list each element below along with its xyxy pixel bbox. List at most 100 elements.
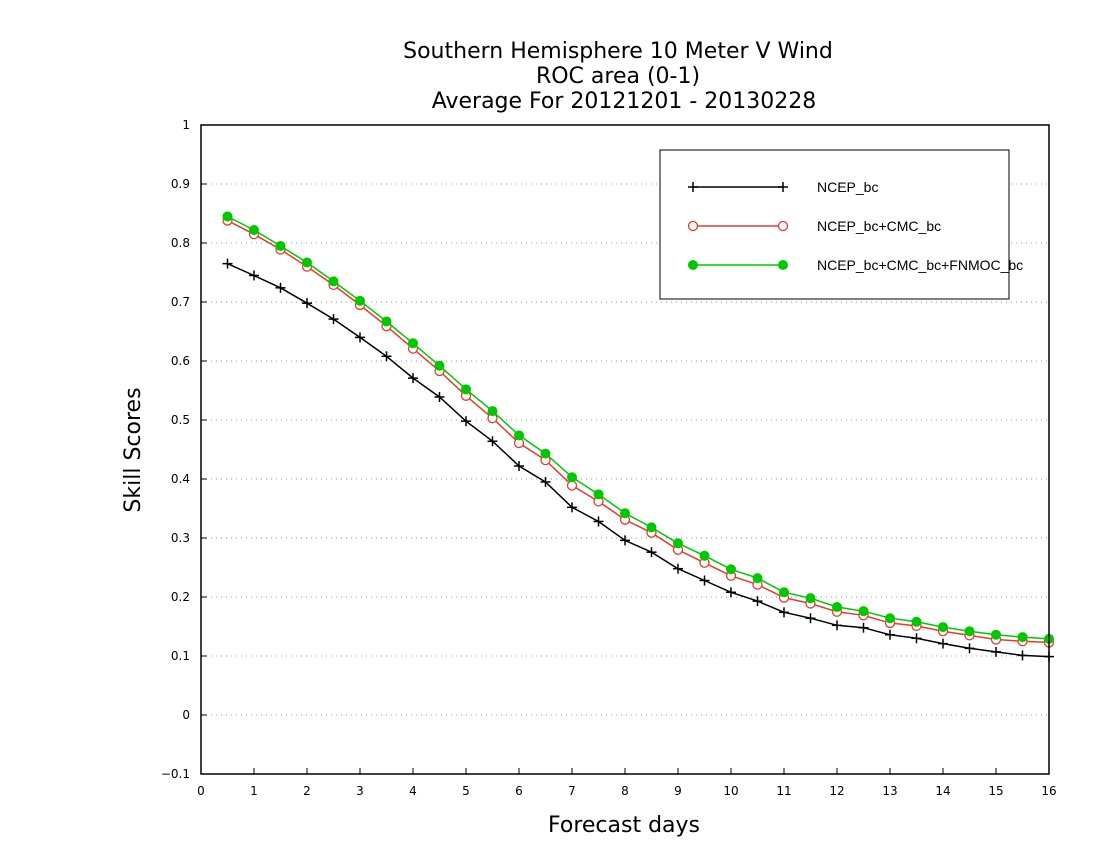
legend-label: NCEP_bc+CMC_bc+FNMOC_bc [817, 257, 1023, 273]
data-point [858, 622, 869, 633]
data-point [249, 225, 259, 236]
data-point [885, 629, 895, 640]
data-point [832, 602, 842, 613]
x-tick-label: 7 [568, 784, 576, 798]
data-point [408, 373, 418, 384]
data-point [355, 332, 365, 343]
data-point [355, 295, 365, 306]
data-point [434, 360, 445, 371]
x-axis-label: Forecast days [548, 813, 700, 838]
legend-marker [778, 260, 788, 270]
y-tick-label: 0.7 [171, 295, 190, 309]
x-tick-label: 10 [723, 784, 738, 798]
data-point [461, 384, 471, 395]
x-tick-label: 11 [776, 784, 791, 798]
data-point [249, 270, 259, 281]
data-point [540, 448, 551, 459]
y-tick-label: −0.1 [161, 767, 190, 781]
data-point [620, 508, 630, 519]
data-point [593, 489, 604, 500]
data-point [752, 596, 763, 607]
data-point [673, 538, 683, 549]
data-point [567, 472, 577, 483]
y-tick-label: 0.3 [171, 531, 190, 545]
series-1 [222, 258, 1054, 662]
data-point [514, 430, 524, 441]
data-point [381, 316, 392, 327]
chart-title-line-2: ROC area (0-1) [536, 64, 700, 89]
data-point [461, 416, 471, 427]
x-tick-label: 9 [674, 784, 682, 798]
x-tick-label: 4 [409, 784, 417, 798]
x-tick-label: 1 [250, 784, 258, 798]
chart-title-line-1: Southern Hemisphere 10 Meter V Wind [403, 39, 833, 64]
data-point [275, 282, 286, 293]
x-tick-label: 14 [935, 784, 950, 798]
data-point [832, 620, 842, 631]
data-point [938, 622, 948, 633]
y-tick-label: 1 [182, 118, 190, 132]
data-point [566, 480, 578, 491]
legend-marker [777, 220, 789, 232]
data-point [222, 211, 233, 222]
data-point [302, 298, 312, 309]
ticks: −0.100.10.20.30.40.50.60.70.80.910 1 2 3 4 5 6… [161, 118, 1057, 798]
legend-marker [688, 182, 698, 192]
data-point [328, 314, 339, 325]
data-point [514, 461, 524, 472]
x-tick-label: 6 [515, 784, 523, 798]
y-tick-label: 0.2 [171, 590, 190, 604]
data-point [805, 593, 816, 604]
data-point [779, 607, 789, 618]
data-point [620, 535, 630, 546]
data-point [911, 616, 922, 627]
x-tick-label: 2 [303, 784, 311, 798]
x-tick-label: 12 [829, 784, 844, 798]
data-point [302, 257, 312, 268]
data-point [434, 391, 445, 402]
data-point [726, 564, 736, 575]
data-point [699, 575, 710, 586]
legend-marker [688, 260, 698, 270]
y-tick-label: 0.1 [171, 649, 190, 663]
data-point [222, 258, 233, 269]
y-tick-label: 0.9 [171, 177, 190, 191]
data-point [858, 606, 869, 617]
x-tick-label: 15 [988, 784, 1003, 798]
data-point [964, 626, 975, 637]
data-point [540, 476, 551, 487]
legend-label: NCEP_bc+CMC_bc [817, 218, 941, 234]
y-tick-label: 0.8 [171, 236, 190, 250]
data-point [567, 502, 577, 513]
data-point [408, 338, 418, 349]
data-point [328, 276, 339, 287]
legend-entries: NCEP_bc NCEP_bc+CMC_bc NCEP_bc+CMC_bc+FNMO… [687, 179, 1023, 273]
data-point [487, 436, 498, 447]
x-tick-label: 13 [882, 784, 897, 798]
legend-marker [778, 182, 788, 192]
data-point [991, 629, 1001, 640]
legend-entry: NCEP_bc+CMC_bc [687, 218, 941, 234]
data-point [779, 587, 789, 598]
y-tick-label: 0.6 [171, 354, 190, 368]
data-point [805, 613, 816, 624]
x-tick-label: 5 [462, 784, 470, 798]
data-point [275, 240, 286, 251]
x-tick-label: 16 [1041, 784, 1056, 798]
data-point [885, 613, 895, 624]
data-point [646, 522, 657, 533]
data-point [1017, 632, 1028, 643]
data-point [938, 638, 948, 649]
data-point [646, 547, 657, 558]
data-point [726, 587, 736, 598]
series-3 [222, 211, 1054, 644]
legend: NCEP_bc NCEP_bc+CMC_bc NCEP_bc+CMC_bc+FNMO… [659, 149, 1023, 300]
x-tick-label: 3 [356, 784, 364, 798]
chart-title-line-3: Average For 20121201 - 20130228 [432, 89, 817, 114]
legend-marker [687, 220, 699, 232]
data-point [1017, 650, 1028, 661]
data-point [991, 646, 1001, 657]
data-point [673, 563, 683, 574]
